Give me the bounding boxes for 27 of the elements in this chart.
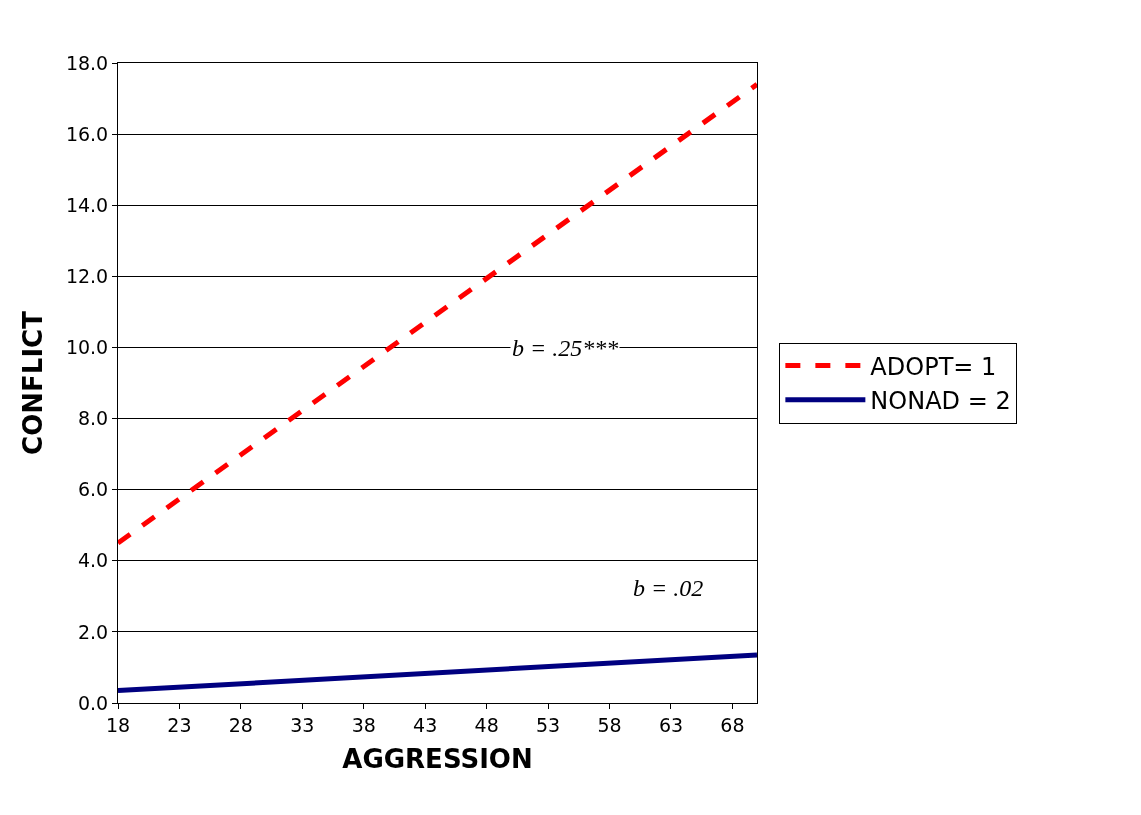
x-tick-label: 38 (351, 713, 376, 736)
x-tick-label: 43 (413, 713, 438, 736)
y-tick-label: 14.0 (65, 193, 109, 216)
x-tick-label: 53 (536, 713, 561, 736)
x-tick-label: 63 (658, 713, 684, 736)
annotation: b = .02 (633, 575, 704, 601)
x-tick-label: 33 (290, 713, 315, 736)
y-tick-label: 18.0 (65, 51, 109, 74)
y-tick-label: 6.0 (77, 478, 109, 501)
y-tick-label: 12.0 (65, 264, 109, 287)
x-tick-label: 58 (597, 713, 622, 736)
y-tick-label: 0.0 (77, 691, 109, 714)
x-tick-label: 23 (167, 713, 192, 736)
x-tick-label: 68 (720, 713, 745, 736)
y-tick-label: 10.0 (65, 336, 109, 359)
x-tick-label: 28 (228, 713, 253, 736)
x-axis-title: AGGRESSION (342, 744, 533, 775)
legend-label: NONAD = 2 (870, 387, 1011, 416)
x-tick-label: 48 (474, 713, 499, 736)
legend-label: ADOPT= 1 (870, 352, 997, 381)
y-axis-title: CONFLICT (18, 310, 49, 455)
y-tick-label: 8.0 (77, 407, 109, 430)
y-tick-label: 16.0 (65, 122, 109, 145)
y-tick-label: 4.0 (77, 549, 109, 572)
y-tick-label: 2.0 (77, 620, 109, 643)
annotation: b = .25*** (512, 335, 619, 361)
x-tick-label: 18 (105, 713, 131, 736)
